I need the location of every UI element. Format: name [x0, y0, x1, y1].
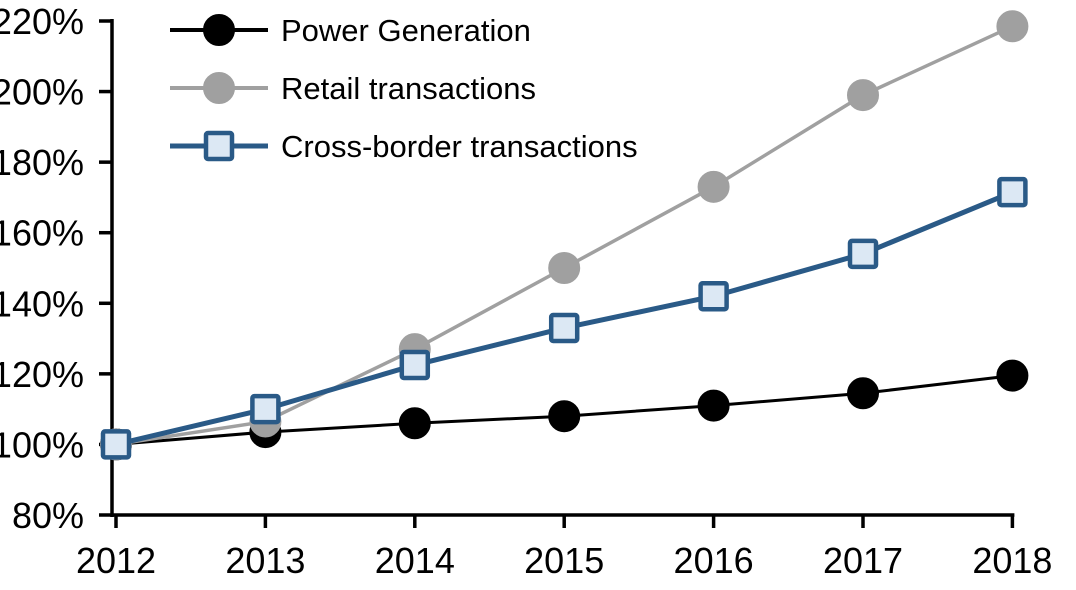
y-axis-tick-label: 120%: [0, 354, 84, 395]
x-axis-tick-label: 2013: [225, 540, 305, 581]
marker-retail-transactions-2017: [847, 79, 879, 112]
marker-retail-transactions-2018: [996, 10, 1029, 43]
legend-marker-power-generation: [203, 14, 235, 46]
legend-label-cross-border-transactions: Cross-border transactions: [281, 129, 638, 164]
y-axis-tick-label: 200%: [0, 72, 84, 113]
y-axis-tick-label: 100%: [0, 424, 84, 465]
legend-label-retail-transactions: Retail transactions: [281, 71, 536, 106]
x-axis-tick-label: 2016: [674, 540, 754, 581]
legend-label-power-generation: Power Generation: [281, 13, 531, 48]
x-axis-tick-label: 2018: [972, 540, 1052, 581]
x-axis-tick-label: 2015: [524, 540, 604, 581]
marker-power-generation-2017: [847, 377, 879, 410]
y-axis-tick-label: 80%: [12, 495, 84, 536]
marker-cross-border-transactions-2012: [100, 429, 132, 460]
y-axis-tick-label: 140%: [0, 283, 84, 324]
marker-cross-border-transactions-2014: [399, 349, 431, 381]
marker-retail-transactions-2016: [697, 170, 730, 203]
marker-retail-transactions-2015: [548, 252, 581, 284]
marker-cross-border-transactions-2013: [250, 393, 281, 425]
marker-power-generation-2014: [398, 407, 431, 440]
marker-cross-border-transactions-2016: [698, 280, 729, 312]
x-axis-tick-label: 2014: [375, 540, 455, 581]
x-axis-tick-label: 2012: [76, 540, 156, 581]
y-axis-tick-label: 220%: [0, 1, 84, 42]
marker-cross-border-transactions-2017: [847, 238, 879, 270]
legend-marker-retail-transactions: [203, 72, 235, 104]
y-axis-tick-label: 160%: [0, 213, 84, 254]
marker-power-generation-2015: [548, 400, 581, 433]
legend-marker-cross-border-transactions: [203, 130, 235, 162]
x-axis-tick-label: 2017: [823, 540, 903, 581]
y-axis-tick-label: 180%: [0, 142, 84, 183]
marker-power-generation-2018: [996, 359, 1029, 392]
marker-power-generation-2016: [697, 389, 730, 422]
marker-cross-border-transactions-2018: [997, 176, 1028, 208]
marker-cross-border-transactions-2015: [548, 312, 580, 344]
